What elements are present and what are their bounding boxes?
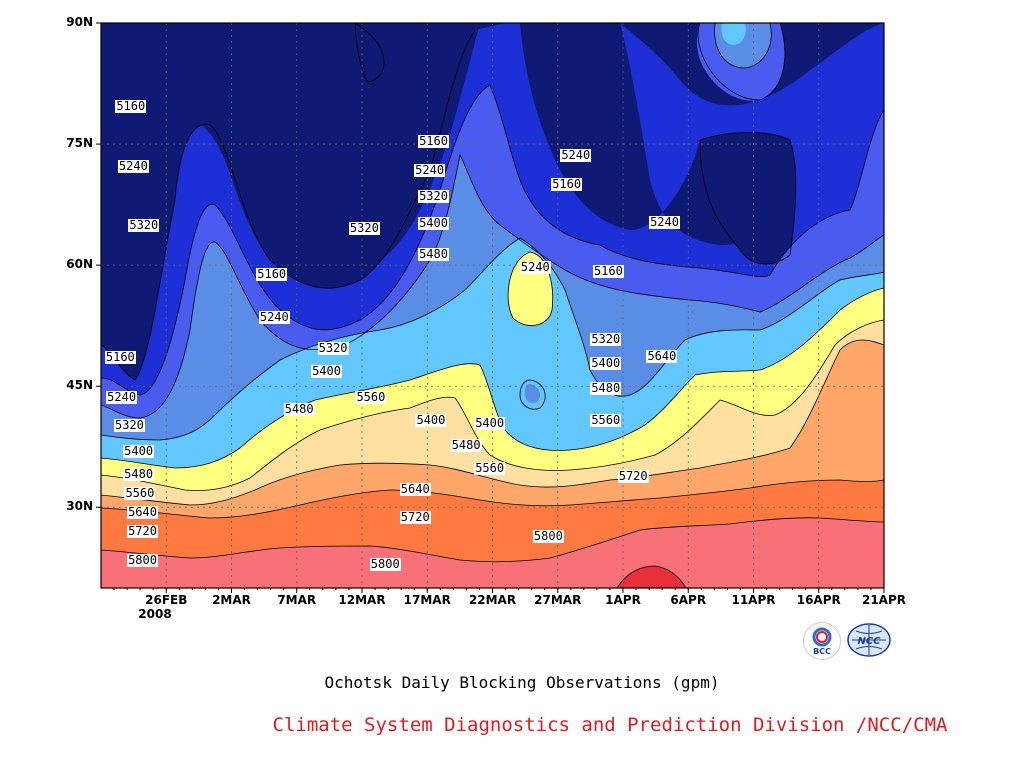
x-tick-label: 27MAR: [534, 593, 582, 607]
contour-label: 5160: [104, 349, 136, 364]
contour-label: 5720: [127, 524, 158, 539]
x-tick-label: 6APR: [670, 593, 707, 607]
x-tick-label: 17MAR: [403, 593, 451, 607]
year-label: 2008: [138, 607, 172, 621]
ncc-logo: NCC: [846, 622, 892, 658]
contour-label: 5320: [418, 188, 449, 203]
contour-label: 5240: [117, 158, 149, 173]
contour-label: 5320: [348, 220, 380, 235]
bcc-logo: BCC: [803, 622, 841, 660]
contour-label: 5480: [450, 437, 482, 452]
contour-label: 5240: [414, 162, 446, 177]
x-tick-label: 16APR: [796, 593, 841, 607]
contour-label: 5720: [617, 469, 649, 484]
contour-label: 5560: [355, 389, 387, 404]
band-5400-5480-ne: [721, 23, 746, 45]
band-5320-5400-hole: [524, 384, 541, 403]
credit-line: Climate System Diagnostics and Predictio…: [272, 714, 948, 736]
contour-label: 5480: [123, 467, 155, 481]
contour-label: 5800: [127, 553, 158, 568]
contour-label: 5640: [127, 504, 158, 519]
contour-label: 5640: [399, 482, 431, 497]
contour-label: 5400: [474, 416, 506, 431]
contour-label: 5240: [649, 215, 680, 230]
band-gt5880: [617, 566, 686, 588]
x-tick-label: 12MAR: [338, 593, 386, 607]
x-tick-label: 1APR: [605, 593, 641, 607]
x-tick-label: 11APR: [731, 593, 776, 607]
y-tick-label: 90N: [66, 15, 93, 29]
contour-label: 5320: [590, 332, 622, 347]
contour-label: 5400: [415, 412, 447, 427]
contour-label: 5160: [115, 98, 147, 113]
contour-label: 5160: [418, 133, 449, 148]
contour-label: 5240: [519, 259, 551, 274]
contour-label: 5400: [418, 215, 449, 230]
contour-label: 5800: [369, 556, 401, 571]
contour-label: 5160: [551, 177, 583, 192]
contour-label: 5160: [256, 266, 288, 281]
band-lt5160-c: [520, 23, 771, 245]
y-tick-label: 75N: [66, 136, 93, 151]
x-tick-label: 7MAR: [277, 593, 317, 607]
contour-label: 5560: [124, 485, 156, 500]
x-tick-label: 2MAR: [212, 593, 251, 607]
contour-label: 5320: [128, 217, 160, 232]
x-tick-label: 21APR: [861, 593, 907, 607]
contour-label: 5720: [399, 509, 431, 524]
contour-label: 5400: [311, 364, 342, 379]
contour-label: 5400: [123, 443, 155, 458]
contour-label: 5240: [258, 309, 290, 324]
contour-label: 5480: [283, 401, 315, 416]
contour-label: 5480: [590, 380, 622, 395]
y-tick-label: 30N: [66, 499, 93, 514]
x-tick-label: 22MAR: [468, 593, 517, 607]
contour-label: 5240: [560, 148, 592, 163]
y-tick-label: 60N: [66, 257, 93, 272]
contour-label: 5560: [590, 412, 622, 427]
contour-label: 5320: [114, 417, 145, 432]
contour-label: 5480: [418, 247, 449, 262]
contour-label: 5400: [590, 355, 622, 370]
chart-title: Ochotsk Daily Blocking Observations (gpm…: [324, 673, 720, 692]
contour-label: 5800: [532, 529, 564, 544]
y-tick-label: 45N: [66, 378, 93, 393]
contour-label: 5560: [474, 460, 506, 475]
contour-label: 5320: [317, 341, 349, 356]
svg-text:NCC: NCC: [857, 636, 881, 647]
contour-label: 5640: [646, 349, 678, 364]
x-tick-label: 26FEB: [145, 593, 188, 607]
contour-label: 5160: [592, 264, 624, 279]
svg-text:BCC: BCC: [813, 647, 831, 656]
contour-label: 5240: [106, 390, 138, 405]
